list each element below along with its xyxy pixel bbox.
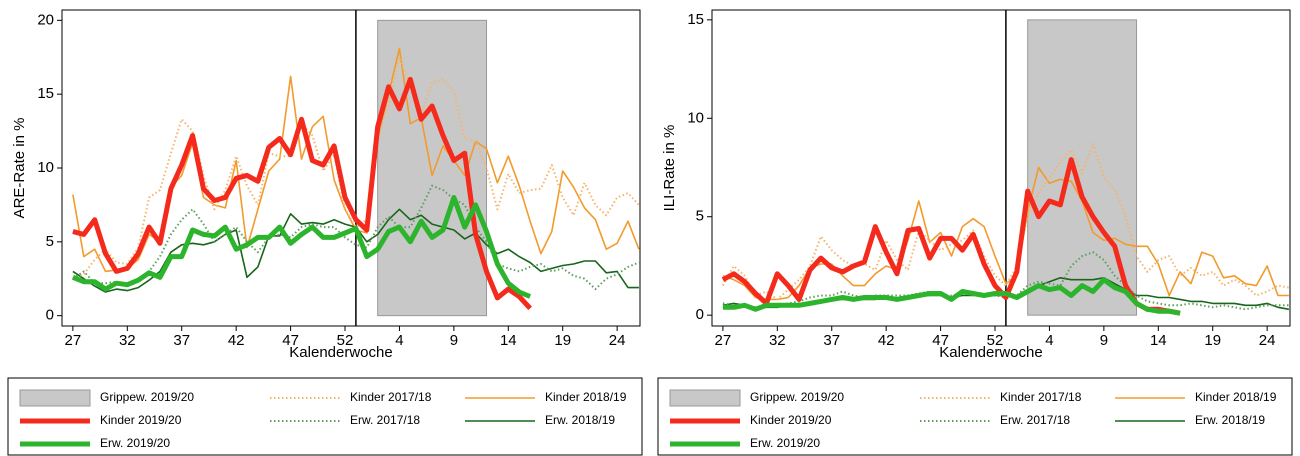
x-tick-label: 32 <box>769 332 786 349</box>
x-tick-label: 24 <box>1259 332 1276 349</box>
x-tick-label: 47 <box>282 332 299 349</box>
legend-label: Kinder 2018/19 <box>545 390 627 404</box>
x-axis-title: Kalenderwoche <box>939 344 1042 361</box>
x-tick-label: 19 <box>1204 332 1221 349</box>
legend-label: Erw. 2018/19 <box>545 413 615 427</box>
plot-area <box>712 10 1290 326</box>
y-tick-label: 0 <box>696 306 704 323</box>
legend-label: Kinder 2019/20 <box>750 413 832 427</box>
x-tick-label: 4 <box>1045 332 1053 349</box>
x-axis-title: Kalenderwoche <box>289 344 392 361</box>
series-line <box>721 157 1181 316</box>
plot-area <box>62 10 640 326</box>
series-line <box>72 184 640 291</box>
x-tick-label: 37 <box>823 332 840 349</box>
legend-label: Erw. 2017/18 <box>1000 413 1070 427</box>
x-tick-label: 52 <box>987 332 1004 349</box>
flu-season-span <box>377 19 488 317</box>
x-tick-label: 9 <box>450 332 458 349</box>
legend-label: Kinder 2018/19 <box>1195 390 1277 404</box>
legend-label: Grippew. 2019/20 <box>100 390 194 404</box>
x-tick-label: 19 <box>554 332 571 349</box>
legend-label: Kinder 2019/20 <box>100 413 182 427</box>
series-line <box>722 277 1181 316</box>
y-tick-label: 20 <box>37 11 54 28</box>
legend-label: Erw. 2019/20 <box>750 436 820 450</box>
y-tick-label: 10 <box>37 159 54 176</box>
y-axis-title: ARE-Rate in % <box>11 118 28 219</box>
x-tick-label: 42 <box>228 332 245 349</box>
legend-label: Erw. 2017/18 <box>350 413 420 427</box>
legend-box <box>7 377 643 456</box>
x-tick-label: 4 <box>395 332 403 349</box>
legend-box <box>657 377 1293 456</box>
x-tick-label: 14 <box>1150 332 1167 349</box>
x-tick-label: 47 <box>932 332 949 349</box>
y-axis-title: ILI-Rate in % <box>661 125 678 212</box>
y-tick-label: 5 <box>46 233 54 250</box>
series-line <box>72 76 532 310</box>
y-tick-label: 15 <box>37 85 54 102</box>
x-tick-label: 27 <box>715 332 732 349</box>
legend-label: Kinder 2017/18 <box>1000 390 1082 404</box>
series-line <box>71 195 532 299</box>
legend-label: Erw. 2019/20 <box>100 436 170 450</box>
x-tick-label: 24 <box>609 332 626 349</box>
legend-swatch <box>19 389 91 407</box>
plot-frame <box>711 9 1291 327</box>
y-tick-label: 10 <box>687 109 704 126</box>
x-tick-label: 27 <box>65 332 82 349</box>
x-tick-label: 37 <box>173 332 190 349</box>
y-tick-label: 15 <box>687 11 704 28</box>
x-tick-label: 52 <box>337 332 354 349</box>
legend-label: Kinder 2017/18 <box>350 390 432 404</box>
x-tick-label: 14 <box>500 332 517 349</box>
x-tick-label: 32 <box>119 332 136 349</box>
legend-label: Erw. 2018/19 <box>1195 413 1265 427</box>
series-line <box>722 142 1290 301</box>
y-tick-label: 0 <box>46 307 54 324</box>
x-tick-label: 42 <box>878 332 895 349</box>
legend-swatch <box>669 389 741 407</box>
x-tick-label: 9 <box>1100 332 1108 349</box>
legend-label: Grippew. 2019/20 <box>750 390 844 404</box>
y-tick-label: 5 <box>696 208 704 225</box>
